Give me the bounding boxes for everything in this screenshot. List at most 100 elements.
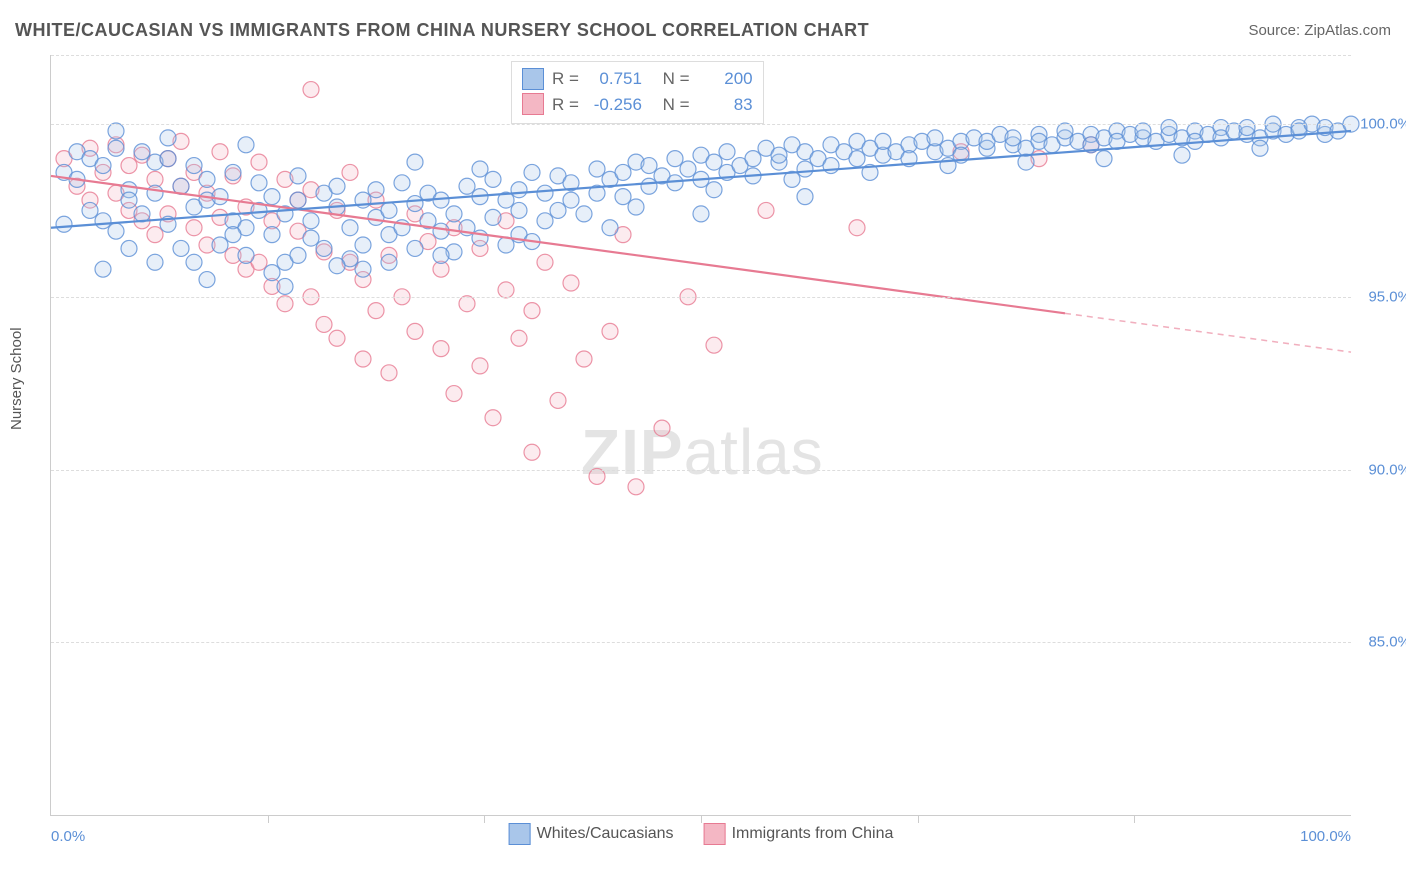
scatter-point xyxy=(719,144,735,160)
scatter-point xyxy=(745,151,761,167)
scatter-point xyxy=(446,206,462,222)
scatter-point xyxy=(329,178,345,194)
scatter-point xyxy=(147,254,163,270)
scatter-point xyxy=(95,213,111,229)
x-tick-label: 100.0% xyxy=(1300,828,1351,845)
scatter-point xyxy=(849,220,865,236)
scatter-point xyxy=(446,386,462,402)
scatter-point xyxy=(199,171,215,187)
y-tick-label: 95.0% xyxy=(1356,288,1406,305)
scatter-point xyxy=(173,240,189,256)
scatter-point xyxy=(251,175,267,191)
scatter-point xyxy=(641,158,657,174)
scatter-point xyxy=(238,247,254,263)
scatter-point xyxy=(160,151,176,167)
x-tick xyxy=(918,815,919,823)
scatter-point xyxy=(303,213,319,229)
scatter-point xyxy=(186,254,202,270)
scatter-point xyxy=(303,82,319,98)
scatter-point xyxy=(407,323,423,339)
scatter-point xyxy=(238,137,254,153)
scatter-point xyxy=(667,175,683,191)
scatter-point xyxy=(121,240,137,256)
scatter-point xyxy=(355,351,371,367)
x-tick xyxy=(484,815,485,823)
scatter-point xyxy=(147,185,163,201)
scatter-point xyxy=(472,161,488,177)
scatter-point xyxy=(264,265,280,281)
scatter-point xyxy=(1252,140,1268,156)
scatter-point xyxy=(381,365,397,381)
x-tick-label: 0.0% xyxy=(51,828,85,845)
x-tick xyxy=(1134,815,1135,823)
scatter-point xyxy=(524,303,540,319)
scatter-point xyxy=(186,158,202,174)
scatter-point xyxy=(1135,123,1151,139)
scatter-point xyxy=(108,223,124,239)
bottom-legend: Whites/Caucasians Immigrants from China xyxy=(509,823,894,845)
scatter-point xyxy=(927,130,943,146)
scatter-point xyxy=(381,254,397,270)
scatter-point xyxy=(485,171,501,187)
legend-swatch-china xyxy=(704,823,726,845)
scatter-point xyxy=(615,164,631,180)
scatter-point xyxy=(641,178,657,194)
scatter-point xyxy=(394,175,410,191)
scatter-point xyxy=(550,392,566,408)
scatter-point xyxy=(615,189,631,205)
scatter-point xyxy=(433,223,449,239)
scatter-point xyxy=(550,202,566,218)
scatter-point xyxy=(407,196,423,212)
scatter-point xyxy=(459,296,475,312)
scatter-point xyxy=(472,358,488,374)
scatter-point xyxy=(355,237,371,253)
scatter-point xyxy=(264,227,280,243)
swatch-china xyxy=(522,93,544,115)
scatter-point xyxy=(56,216,72,232)
y-tick-label: 85.0% xyxy=(1356,634,1406,651)
scatter-point xyxy=(602,323,618,339)
scatter-point xyxy=(212,189,228,205)
scatter-point xyxy=(342,220,358,236)
scatter-point xyxy=(147,227,163,243)
swatch-whites xyxy=(522,68,544,90)
scatter-point xyxy=(277,296,293,312)
scatter-point xyxy=(576,206,592,222)
scatter-point xyxy=(524,164,540,180)
scatter-point xyxy=(537,254,553,270)
y-axis-label: Nursery School xyxy=(8,327,25,430)
scatter-point xyxy=(355,261,371,277)
n-label: N = xyxy=(663,92,690,118)
scatter-svg xyxy=(51,55,1351,815)
legend-swatch-whites xyxy=(509,823,531,845)
scatter-point xyxy=(290,192,306,208)
scatter-point xyxy=(1005,130,1021,146)
r-label: R = xyxy=(552,92,579,118)
scatter-point xyxy=(849,151,865,167)
scatter-point xyxy=(264,189,280,205)
scatter-point xyxy=(771,147,787,163)
scatter-point xyxy=(342,164,358,180)
scatter-point xyxy=(212,144,228,160)
gridline xyxy=(51,55,1351,56)
n-value-whites: 200 xyxy=(698,66,753,92)
scatter-point xyxy=(537,213,553,229)
scatter-point xyxy=(602,220,618,236)
x-tick xyxy=(268,815,269,823)
scatter-point xyxy=(485,209,501,225)
y-tick-label: 100.0% xyxy=(1356,116,1406,133)
scatter-point xyxy=(121,158,137,174)
scatter-point xyxy=(797,161,813,177)
scatter-point xyxy=(511,330,527,346)
scatter-point xyxy=(199,272,215,288)
legend-item-china: Immigrants from China xyxy=(704,823,894,845)
scatter-point xyxy=(160,130,176,146)
scatter-point xyxy=(459,178,475,194)
scatter-point xyxy=(537,185,553,201)
legend-item-whites: Whites/Caucasians xyxy=(509,823,674,845)
legend-label-whites: Whites/Caucasians xyxy=(537,825,674,843)
scatter-point xyxy=(1239,120,1255,136)
scatter-point xyxy=(693,206,709,222)
x-tick xyxy=(701,815,702,823)
scatter-point xyxy=(251,154,267,170)
